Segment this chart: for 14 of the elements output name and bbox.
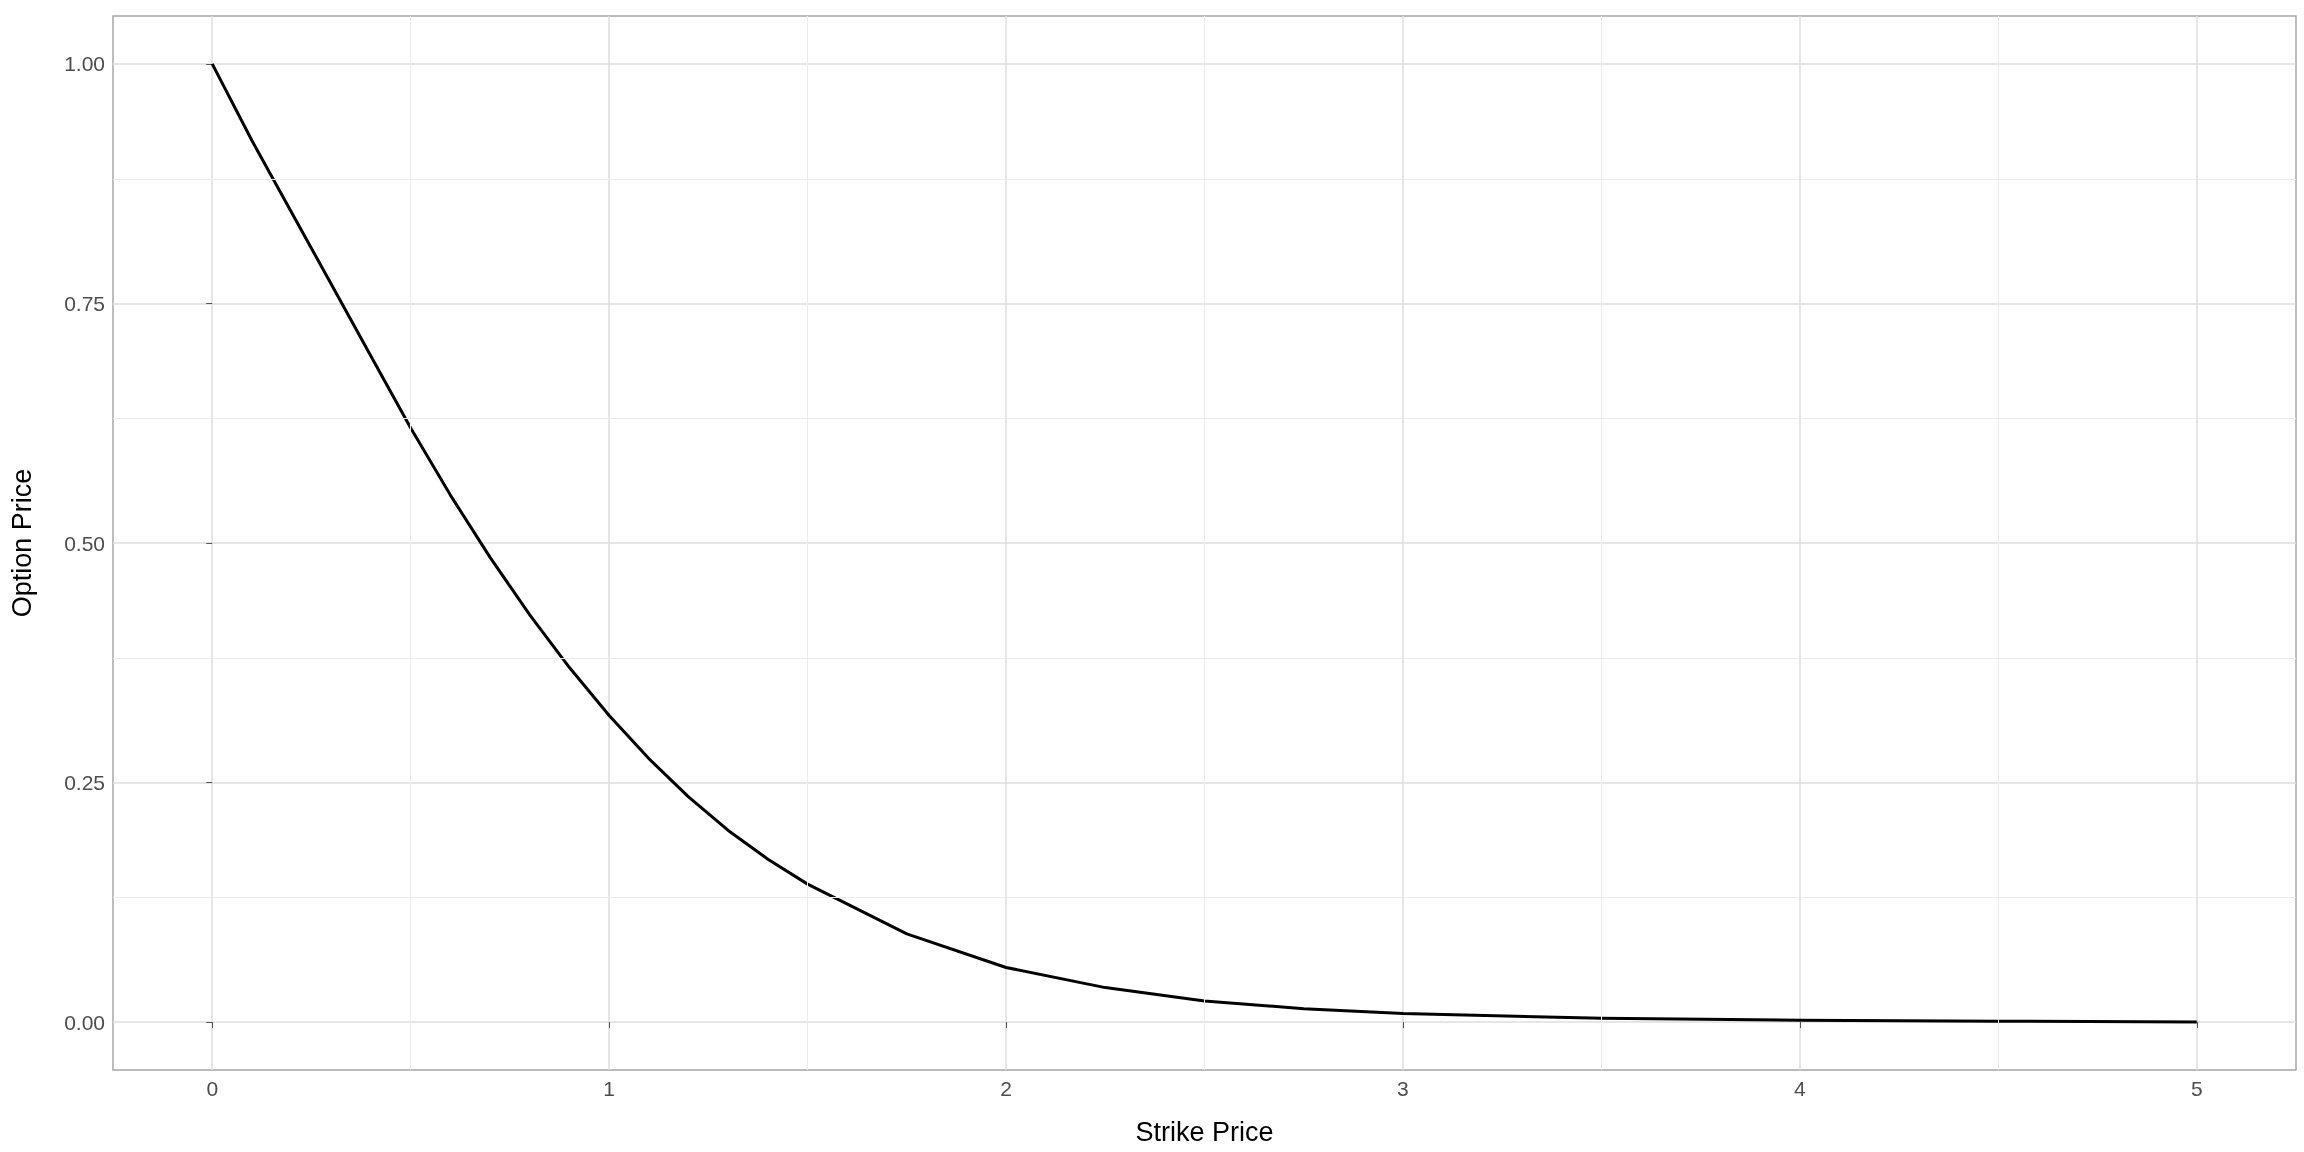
x-tick-label: 5 xyxy=(2190,1077,2203,1100)
y-tick-label: 0.50 xyxy=(64,531,105,555)
x-tick-label: 1 xyxy=(603,1077,615,1100)
y-tick-label: 0.25 xyxy=(64,771,105,795)
line-series xyxy=(210,62,2199,1024)
x-tick-label: 0 xyxy=(206,1077,219,1100)
x-tick-label: 2 xyxy=(1000,1077,1012,1100)
y-tick-label: 1.00 xyxy=(64,52,105,76)
y-axis-title: Option Price xyxy=(6,468,37,618)
y-tick-label: 0.00 xyxy=(64,1010,105,1034)
y-tick-label: 0.75 xyxy=(64,291,105,315)
x-axis-title: Strike Price xyxy=(1135,1116,1274,1147)
x-tick-label: 3 xyxy=(1397,1077,1409,1100)
x-tick-label: 4 xyxy=(1794,1077,1807,1100)
